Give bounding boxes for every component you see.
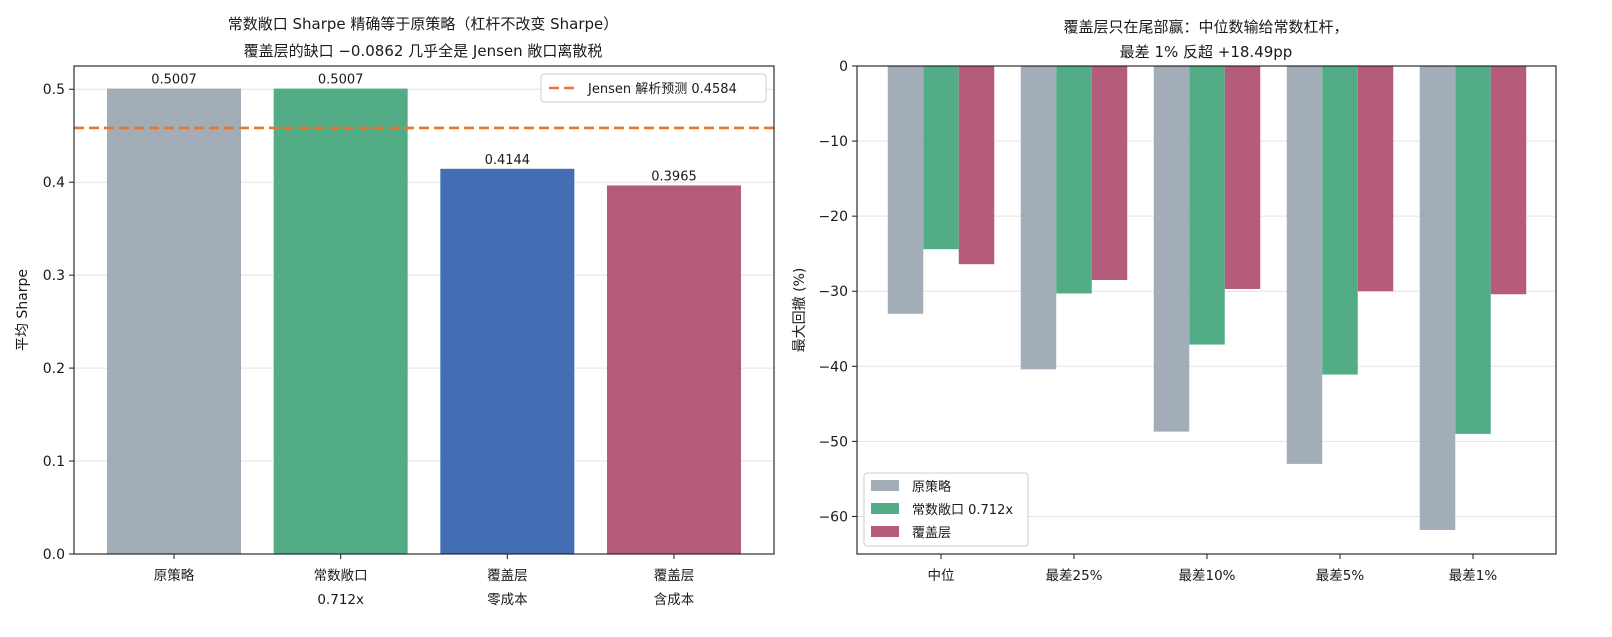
left-x-tick-label: 覆盖层	[654, 568, 695, 584]
left-y-ticks: 0.0 0.1 0.2 0.3 0.4 0.5	[43, 82, 74, 563]
left-x-tick-label: 0.712x	[317, 592, 364, 608]
right-bar-0-712x-5	[1455, 66, 1491, 434]
left-value-labels: 0.5007 0.5007 0.4144 0.3965	[151, 73, 697, 185]
right-legend-swatch-x	[871, 526, 899, 537]
right-bar-x-2	[1020, 66, 1057, 370]
right-bar-0-712x-1	[923, 66, 959, 250]
right-y-tick-label: −50	[818, 434, 848, 450]
left-y-tick-label: 0.0	[43, 547, 65, 563]
right-bar-0-712x-4	[1322, 66, 1358, 375]
left-value-label: 0.4144	[485, 153, 531, 168]
left-value-label: 0.3965	[651, 169, 697, 184]
left-bar-4	[607, 185, 741, 555]
left-bar-3	[440, 168, 575, 554]
left-chart-title-line-1: 常数敞口 Sharpe 精确等于原策略（杠杆不改变 Sharpe）	[228, 15, 619, 33]
right-y-tick-label: −20	[818, 209, 848, 225]
left-y-tick-label: 0.5	[43, 82, 65, 98]
right-x-tick-label: 中位	[928, 568, 955, 584]
right-bar-x-5	[1419, 66, 1456, 530]
right-y-tick-label: −60	[818, 509, 848, 525]
left-bar-2	[273, 88, 408, 554]
left-y-tick-label: 0.4	[43, 175, 65, 191]
right-bar-x-1	[958, 66, 995, 265]
left-y-axis-label: 平均 Sharpe	[15, 269, 31, 351]
right-x-tick-label: 最差10%	[1178, 568, 1235, 584]
right-bar-0-712x-2	[1056, 66, 1092, 294]
left-x-tick-label: 常数敞口	[314, 568, 368, 584]
right-bar-x-4	[1357, 66, 1394, 292]
sharpe-bar-chart: 常数敞口 Sharpe 精确等于原策略（杠杆不改变 Sharpe） 覆盖层的缺口…	[15, 15, 775, 608]
right-x-tick-label: 最差1%	[1449, 568, 1498, 584]
right-legend-label: 常数敞口 0.712x	[912, 502, 1013, 518]
right-y-tick-label: −10	[818, 134, 848, 150]
right-x-ticks: 中位 最差25% 最差10% 最差5% 最差1%	[928, 554, 1498, 584]
left-x-tick-label: 零成本	[487, 592, 528, 608]
right-legend-swatch-0-712x	[871, 503, 899, 514]
right-bars	[887, 66, 1527, 530]
left-x-tick-label: 原策略	[154, 567, 195, 584]
left-legend: Jensen 解析预测 0.4584	[540, 73, 767, 103]
left-y-tick-label: 0.1	[43, 454, 65, 470]
right-bar-x-4	[1286, 66, 1323, 464]
right-y-tick-label: −40	[818, 359, 848, 375]
right-legend-label: 覆盖层	[912, 526, 951, 541]
right-y-tick-label: −30	[818, 284, 848, 300]
right-y-ticks: 0 −10 −20 −30 −40 −50 −60	[818, 59, 857, 525]
left-legend-label: Jensen 解析预测 0.4584	[587, 82, 737, 97]
right-x-tick-label: 最差25%	[1045, 568, 1102, 584]
left-chart-title-line-2: 覆盖层的缺口 −0.0862 几乎全是 Jensen 敞口离散税	[244, 42, 603, 60]
right-legend-box	[863, 472, 1029, 547]
left-bar-1	[107, 88, 241, 554]
left-bars	[107, 88, 741, 555]
left-x-tick-label: 覆盖层	[487, 568, 528, 584]
right-bar-x-3	[1224, 66, 1261, 289]
right-bar-x-1	[887, 66, 924, 314]
right-legend-swatch-x	[871, 480, 899, 491]
left-plot-frame	[73, 65, 775, 555]
left-value-label: 0.5007	[318, 73, 364, 88]
left-legend-box	[540, 73, 767, 103]
left-value-label: 0.5007	[151, 73, 197, 88]
right-chart-title-line-2: 最差 1% 反超 +18.49pp	[1120, 43, 1293, 61]
right-y-axis-label: 最大回撤 (%)	[792, 268, 808, 353]
right-chart-title-line-1: 覆盖层只在尾部赢：中位数输给常数杠杆，	[1063, 18, 1348, 36]
left-y-tick-label: 0.3	[43, 268, 65, 284]
right-y-tick-label: 0	[839, 59, 848, 75]
right-legend-label: 原策略	[912, 479, 951, 495]
drawdown-bar-chart: 覆盖层只在尾部赢：中位数输给常数杠杆， 最差 1% 反超 +18.49pp 0 −…	[792, 18, 1557, 584]
left-y-tick-label: 0.2	[43, 361, 65, 377]
right-bar-x-2	[1091, 66, 1128, 280]
right-bar-0-712x-3	[1189, 66, 1225, 345]
right-x-tick-label: 最差5%	[1316, 568, 1365, 584]
right-bar-x-5	[1490, 66, 1527, 295]
left-x-tick-label: 含成本	[654, 592, 695, 608]
right-bar-x-3	[1153, 66, 1190, 432]
